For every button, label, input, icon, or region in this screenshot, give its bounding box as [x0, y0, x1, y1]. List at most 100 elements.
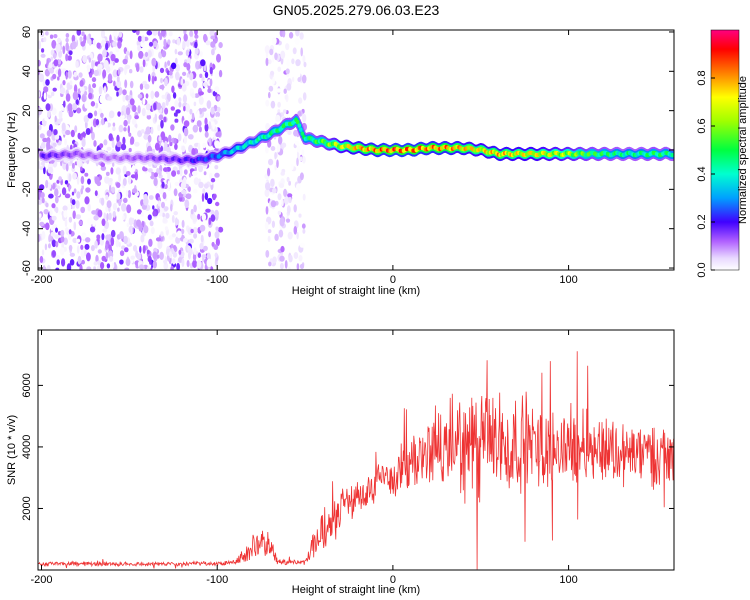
noise-cell — [214, 209, 219, 218]
noise-cell — [97, 53, 103, 62]
noise-cell — [196, 259, 202, 269]
noise-cell — [176, 170, 181, 175]
noise-cell — [299, 32, 304, 40]
noise-cell — [57, 59, 62, 65]
noise-cell — [286, 83, 292, 91]
noise-cell — [269, 48, 274, 56]
noise-cell — [68, 110, 74, 118]
noise-cell — [150, 227, 155, 235]
noise-cell — [139, 83, 144, 90]
noise-cell — [75, 200, 80, 209]
noise-cell — [112, 126, 116, 132]
noise-cell — [193, 204, 197, 213]
noise-cell — [190, 248, 193, 255]
noise-cell — [277, 101, 281, 108]
noise-cell — [157, 200, 161, 207]
noise-cell — [39, 221, 45, 227]
noise-cell — [185, 49, 190, 57]
noise-cell — [145, 103, 151, 111]
noise-cell — [163, 116, 167, 123]
noise-cell — [174, 118, 179, 123]
noise-cell — [186, 260, 190, 268]
noise-cell — [268, 59, 272, 65]
noise-cell — [69, 80, 73, 86]
noise-cell — [55, 241, 59, 248]
noise-cell — [144, 51, 149, 58]
noise-cell — [277, 66, 282, 72]
noise-cell — [105, 206, 109, 212]
noise-cell — [122, 89, 127, 96]
noise-cell — [270, 70, 275, 76]
noise-cell — [302, 92, 307, 101]
noise-cell — [149, 220, 154, 227]
noise-cell — [130, 255, 135, 260]
x-tick-label: -200 — [30, 574, 52, 586]
noise-cell — [102, 49, 107, 58]
noise-cell — [75, 99, 79, 105]
noise-cell — [187, 134, 194, 140]
noise-cell — [303, 61, 307, 68]
noise-cell — [270, 100, 276, 109]
noise-cell — [55, 206, 59, 214]
spectrogram-y-ticks: -60 -40 -20 0 20 40 60 — [21, 26, 674, 276]
noise-cell — [94, 110, 98, 117]
noise-cell — [287, 130, 292, 135]
noise-cell — [272, 76, 275, 85]
noise-cell — [65, 93, 71, 102]
noise-cell — [67, 70, 72, 79]
noise-cell — [264, 221, 269, 230]
noise-cell — [207, 88, 212, 94]
noise-cell — [201, 76, 205, 83]
noise-cell — [71, 199, 76, 206]
noise-cell — [161, 50, 167, 58]
noise-cell — [126, 204, 132, 214]
noise-cell — [116, 134, 120, 143]
noise-cell — [203, 183, 209, 189]
noise-cell — [121, 203, 127, 212]
noise-cell — [52, 224, 58, 229]
noise-cell — [197, 213, 201, 220]
noise-cell — [80, 206, 86, 214]
noise-cell — [201, 254, 207, 259]
noise-cell — [56, 259, 60, 266]
noise-cell — [53, 52, 57, 59]
noise-cell — [271, 220, 275, 228]
noise-cell — [106, 213, 109, 222]
noise-cell — [73, 221, 77, 231]
noise-cell — [125, 189, 129, 197]
noise-cell — [119, 250, 125, 257]
noise-cell — [105, 194, 109, 200]
noise-cell — [45, 31, 49, 36]
noise-cell — [65, 37, 69, 43]
noise-cell — [173, 112, 178, 117]
snr-series-line — [38, 351, 674, 570]
noise-cell — [150, 126, 154, 135]
noise-cell — [58, 176, 62, 182]
noise-cell — [65, 129, 71, 136]
noise-cell — [41, 197, 45, 204]
noise-cell — [140, 234, 145, 243]
noise-cell — [265, 122, 270, 131]
noise-cell — [110, 167, 114, 175]
noise-cell — [56, 179, 60, 184]
noise-cell — [180, 181, 187, 190]
noise-cell — [40, 192, 45, 199]
noise-cell — [51, 215, 57, 221]
noise-cell — [216, 106, 221, 112]
noise-cell — [50, 56, 53, 61]
noise-cell — [275, 114, 281, 122]
noise-cell — [175, 63, 181, 72]
noise-cell — [204, 71, 209, 79]
noise-cell — [104, 121, 108, 129]
noise-cell — [87, 112, 93, 119]
noise-cell — [68, 173, 72, 182]
noise-cell — [193, 247, 197, 256]
noise-cell — [301, 74, 307, 84]
colorbar-ticks: 0.0 0.2 0.4 0.6 0.8 — [696, 70, 715, 278]
noise-cell — [132, 30, 137, 33]
noise-cell — [149, 258, 152, 265]
noise-cell — [84, 172, 89, 177]
noise-cell — [215, 201, 220, 207]
noise-cell — [270, 178, 275, 188]
noise-cell — [111, 186, 116, 193]
